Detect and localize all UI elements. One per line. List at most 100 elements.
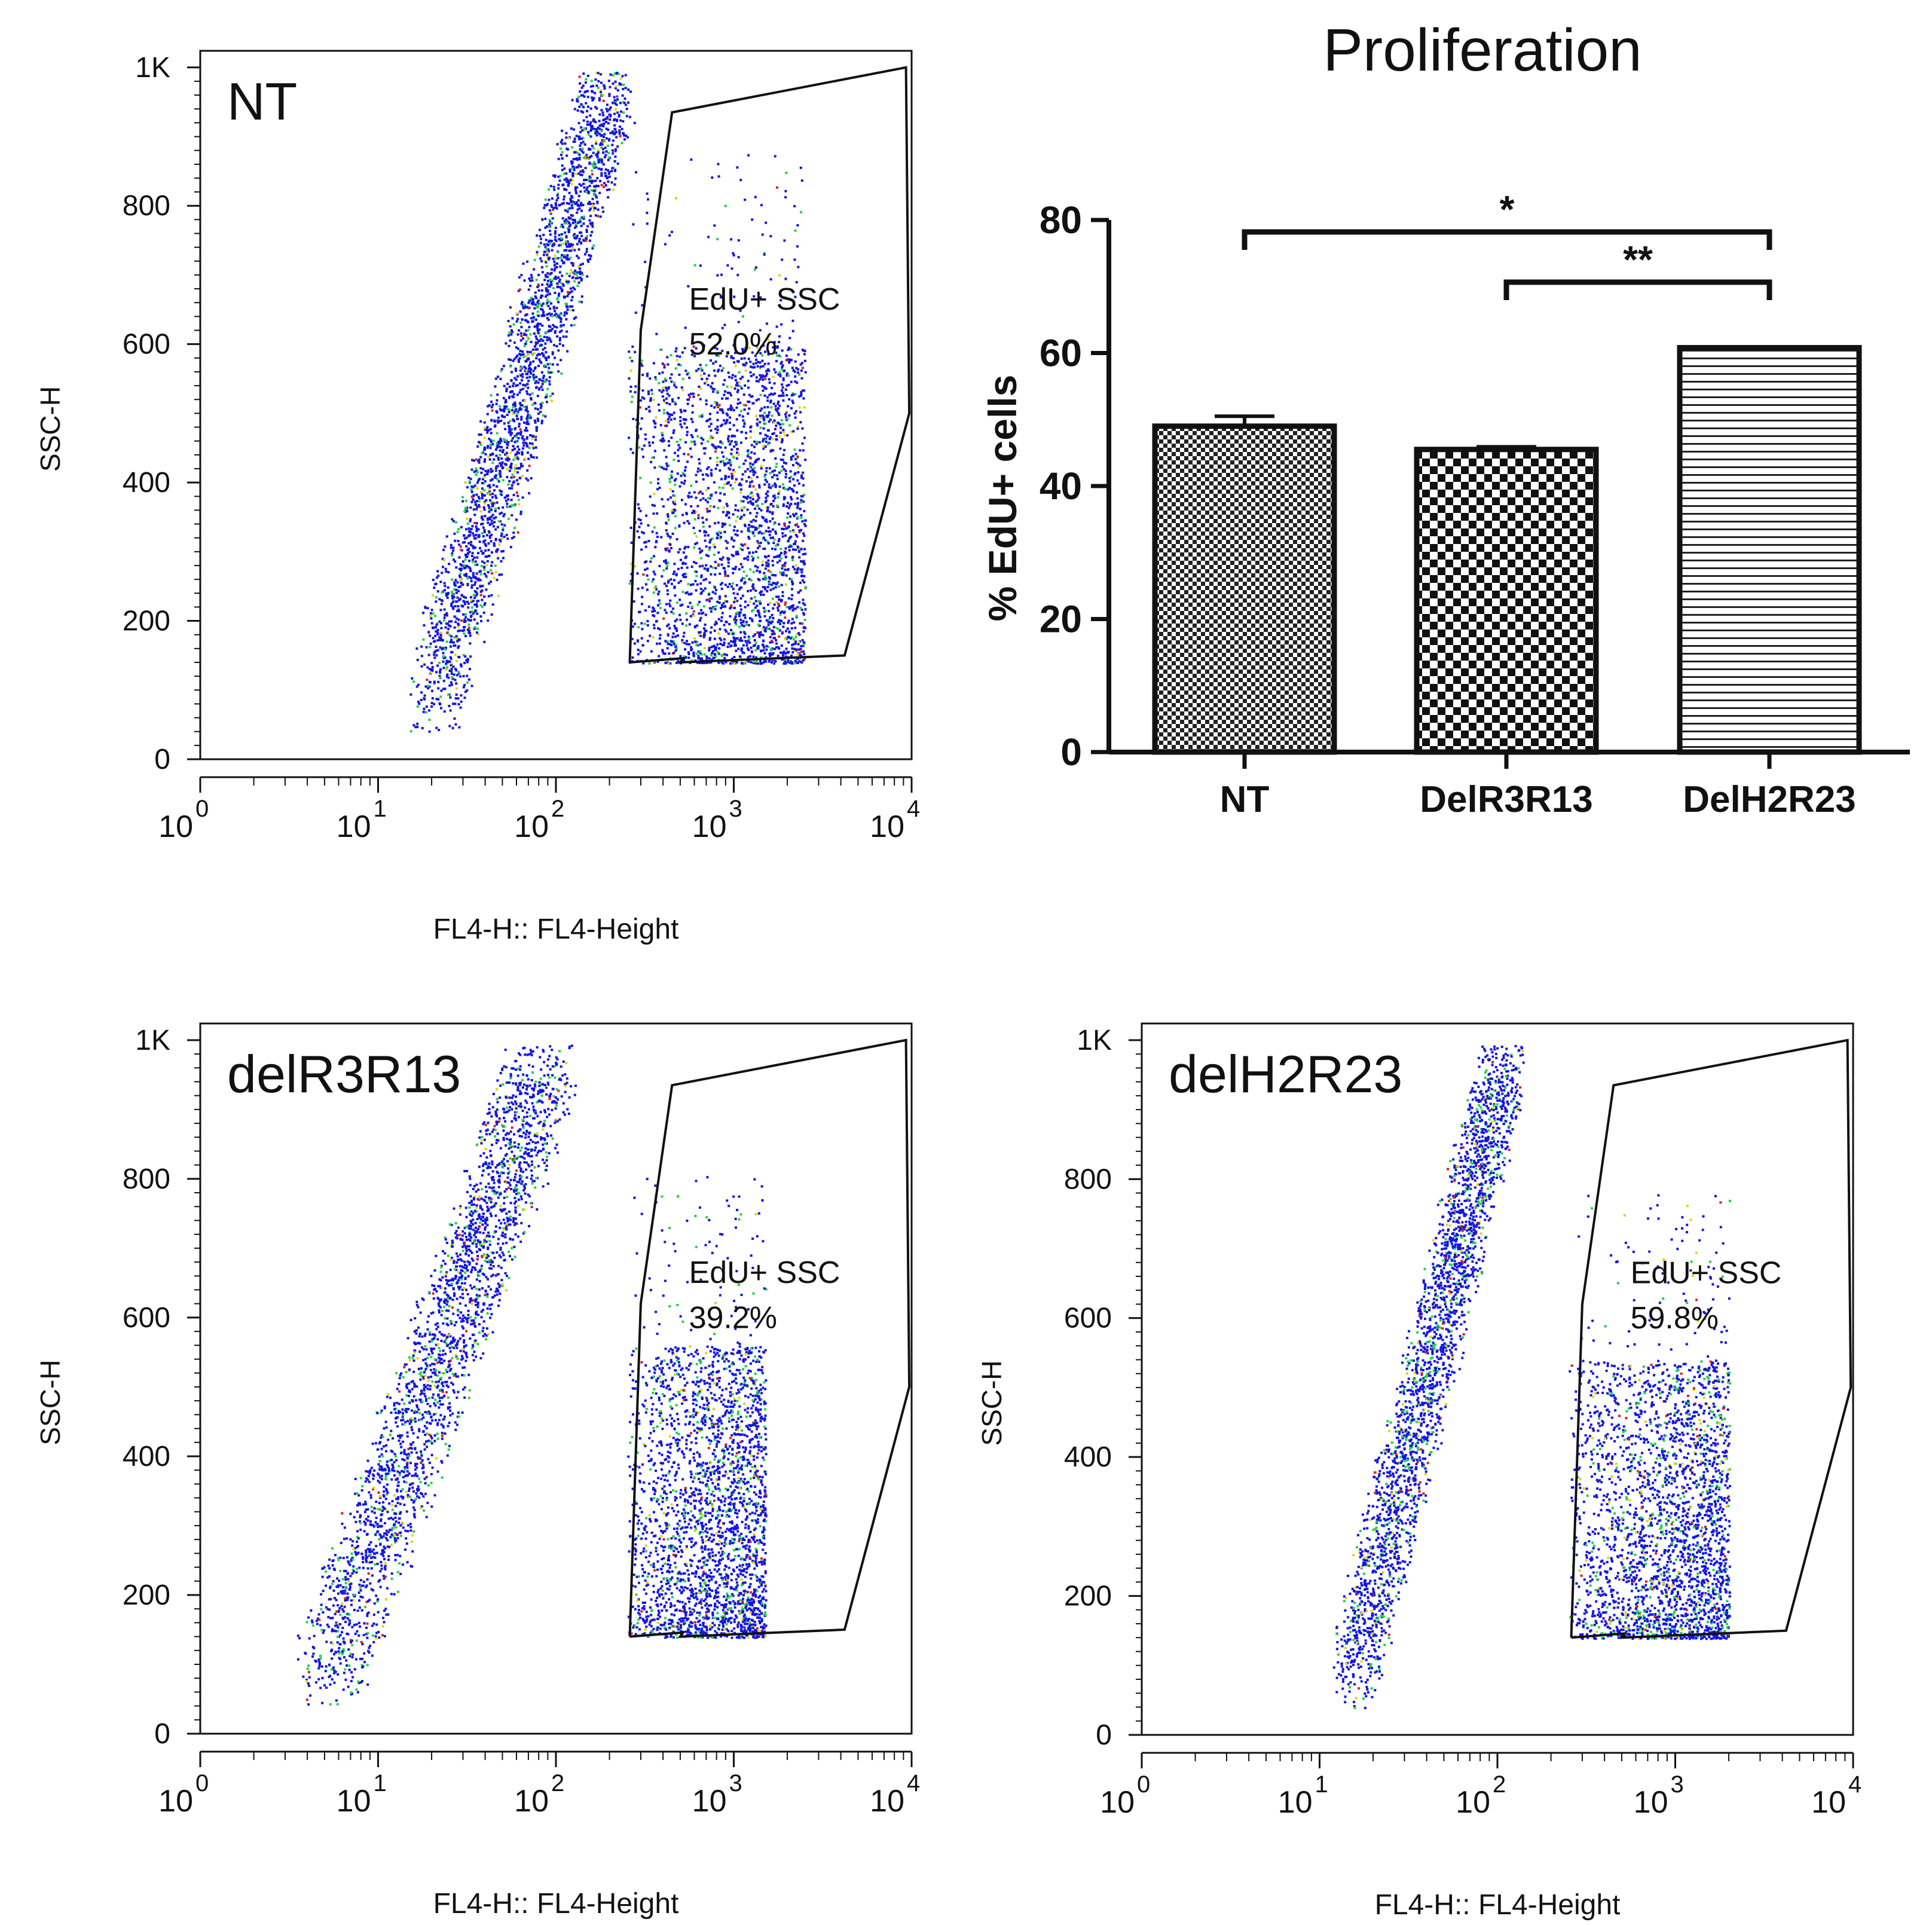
event-dot <box>582 136 585 139</box>
event-dot <box>667 418 670 421</box>
event-dot <box>777 555 779 558</box>
event-dot <box>772 495 775 498</box>
event-dot <box>798 373 801 376</box>
event-dot <box>668 643 671 646</box>
event-dot <box>548 240 551 243</box>
event-dot <box>451 552 454 555</box>
event-dot <box>604 175 607 178</box>
event-dot <box>595 152 598 155</box>
event-dot <box>475 530 478 533</box>
event-dot <box>555 316 558 319</box>
event-dot <box>434 626 437 629</box>
event-dot <box>648 662 651 665</box>
event-dot <box>684 326 687 329</box>
event-dot <box>456 625 459 628</box>
event-dot <box>776 504 778 507</box>
event-dot <box>650 557 653 560</box>
event-dot <box>659 634 662 637</box>
event-dot <box>435 600 438 603</box>
event-dot <box>456 581 459 584</box>
event-dot <box>482 526 485 529</box>
event-dot <box>577 121 580 124</box>
event-dot <box>740 387 743 390</box>
event-dot <box>583 190 586 192</box>
event-dot <box>455 637 458 640</box>
event-dot <box>774 427 777 430</box>
event-dot <box>775 595 778 598</box>
event-dot <box>732 554 735 557</box>
event-dot <box>570 201 573 204</box>
event-dot <box>601 143 604 146</box>
event-dot <box>629 386 632 388</box>
event-dot <box>479 420 482 423</box>
event-dot <box>527 479 530 482</box>
event-dot <box>663 366 666 369</box>
event-dot <box>734 504 737 507</box>
event-dot <box>717 534 720 537</box>
event-dot <box>727 475 730 478</box>
event-dot <box>435 623 438 626</box>
event-dot <box>474 626 476 629</box>
event-dot <box>542 339 545 342</box>
event-dot <box>678 355 681 358</box>
event-dot <box>684 562 687 565</box>
event-dot <box>523 279 526 282</box>
event-dot <box>541 324 544 327</box>
event-dot <box>531 445 534 448</box>
event-dot <box>473 603 476 606</box>
event-dot <box>582 239 585 242</box>
event-dot <box>750 597 753 600</box>
event-dot <box>499 454 502 457</box>
event-dot <box>794 502 797 505</box>
event-dot <box>698 657 701 660</box>
event-dot <box>470 528 473 531</box>
event-dot <box>672 411 675 414</box>
event-dot <box>436 631 439 634</box>
event-dot <box>544 342 547 345</box>
event-dot <box>777 411 780 414</box>
event-dot <box>732 639 735 642</box>
event-dot <box>686 460 689 463</box>
event-dot <box>722 511 724 514</box>
event-dot <box>479 433 482 436</box>
event-dot <box>484 602 487 605</box>
event-dot <box>675 347 678 350</box>
event-dot <box>512 323 515 326</box>
event-dot <box>583 127 586 130</box>
event-dot <box>619 119 622 122</box>
event-dot <box>432 594 434 597</box>
event-dot <box>773 603 776 606</box>
event-dot <box>503 415 506 418</box>
event-dot <box>557 314 560 317</box>
event-dot <box>785 505 788 508</box>
event-dot <box>496 444 499 447</box>
event-dot <box>799 421 802 424</box>
event-dot <box>579 130 582 133</box>
event-dot <box>790 598 793 601</box>
event-dot <box>783 564 786 567</box>
event-dot <box>677 444 680 447</box>
event-dot <box>607 172 610 175</box>
event-dot <box>721 442 724 445</box>
event-dot <box>420 655 423 658</box>
event-dot <box>801 427 804 430</box>
event-dot <box>690 592 693 595</box>
event-dot <box>799 581 802 584</box>
event-dot <box>580 209 583 212</box>
event-dot <box>739 309 742 312</box>
event-dot <box>565 272 568 275</box>
event-dot <box>433 640 436 643</box>
event-dot <box>740 543 743 546</box>
event-dot <box>698 491 701 494</box>
event-dot <box>715 589 717 592</box>
event-dot <box>539 407 542 410</box>
event-dot <box>669 599 672 602</box>
event-dot <box>482 540 485 543</box>
event-dot <box>722 411 724 414</box>
event-dot <box>551 268 554 271</box>
event-dot <box>592 203 595 205</box>
event-dot <box>787 346 790 349</box>
event-dot <box>650 389 653 392</box>
event-dot <box>545 351 548 354</box>
event-dot <box>803 436 806 439</box>
